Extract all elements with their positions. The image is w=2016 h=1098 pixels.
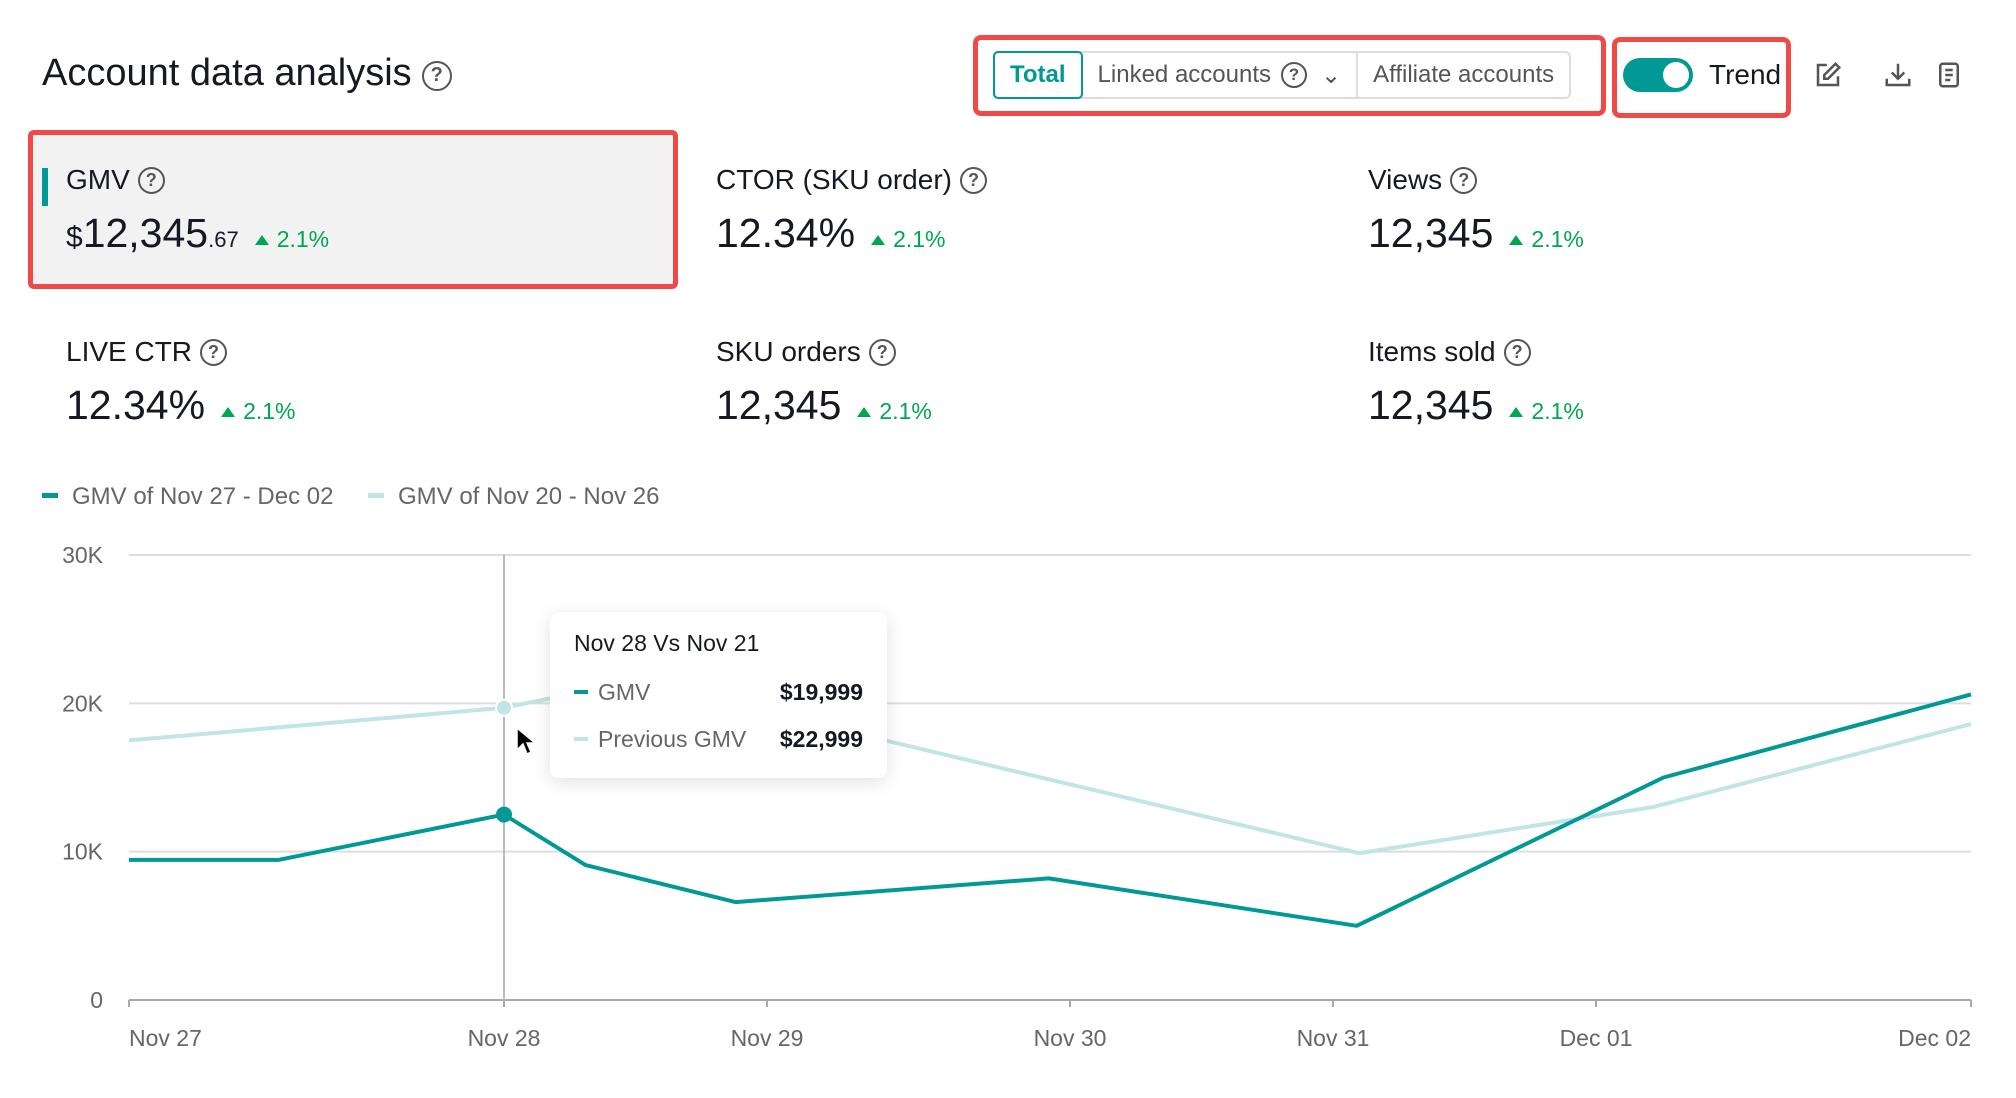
y-tick-label: 20K <box>62 690 104 716</box>
legend-swatch <box>368 493 384 498</box>
metric-value: 12,345 <box>1368 382 1494 428</box>
mouse-cursor-icon <box>516 726 537 756</box>
metric-delta: 2.1% <box>1509 398 1583 424</box>
highlight-box <box>973 35 1606 116</box>
x-tick-label: Nov 29 <box>731 1025 804 1051</box>
tooltip-value: $19,999 <box>779 679 863 705</box>
x-tick-label: Dec 02 <box>1898 1025 1971 1051</box>
download-icon[interactable] <box>1883 60 1913 90</box>
metric-delta: 2.1% <box>221 398 295 424</box>
y-tick-label: 10K <box>62 839 104 865</box>
metric-label: CTOR (SKU order) <box>716 164 952 195</box>
metric-label: LIVE CTR <box>66 336 193 367</box>
chevron-down-icon[interactable]: ⌄ <box>1321 61 1342 89</box>
tooltip-label: GMV <box>598 679 651 705</box>
metric-card-sku-orders[interactable]: SKU orders? 12,345 2.1% <box>678 302 1298 432</box>
metric-value: 12.34% <box>716 210 856 256</box>
metric-value: 12,345 <box>716 382 842 428</box>
title-text: Account data analysis <box>42 52 412 94</box>
tooltip-row-previous: Previous GMV $22,999 <box>574 726 863 753</box>
hover-point <box>495 698 513 717</box>
x-tick-label: Nov 27 <box>129 1025 202 1051</box>
series-line-current <box>129 692 1972 928</box>
metric-delta: 2.1% <box>1509 226 1583 252</box>
tab-linked-accounts[interactable]: Linked accounts? ⌄ <box>1083 53 1359 97</box>
metric-card-live-ctr[interactable]: LIVE CTR? 12.34% 2.1% <box>28 302 648 432</box>
metric-decimal: .67 <box>208 227 239 252</box>
document-icon[interactable] <box>1934 60 1964 90</box>
chart-tooltip: Nov 28 Vs Nov 21 GMV $19,999 Previous GMV… <box>550 612 887 778</box>
edit-icon[interactable] <box>1813 60 1843 90</box>
question-circle-icon: ? <box>137 167 165 194</box>
question-circle-icon: ? <box>1503 339 1531 366</box>
series-line-previous <box>128 679 1972 856</box>
metric-label: GMV <box>66 164 130 195</box>
y-tick-label: 0 <box>90 987 103 1013</box>
legend-previous[interactable]: GMV of Nov 20 - Nov 26 <box>368 483 659 511</box>
metric-card-gmv[interactable]: GMV? $12,345.67 2.1% <box>28 130 678 289</box>
metric-card-ctor[interactable]: CTOR (SKU order)? 12.34% 2.1% <box>678 130 1298 260</box>
hover-point <box>496 806 512 823</box>
trend-label: Trend <box>1709 59 1782 90</box>
highlight-box <box>1612 37 1791 118</box>
x-tick-label: Nov 31 <box>1297 1025 1370 1051</box>
metric-card-items-sold[interactable]: Items sold? 12,345 2.1% <box>1330 302 1950 432</box>
x-tick-label: Dec 01 <box>1560 1025 1633 1051</box>
metric-label: SKU orders <box>716 336 861 367</box>
legend-label: GMV of Nov 20 - Nov 26 <box>398 483 660 510</box>
tab-total[interactable]: Total <box>993 51 1083 99</box>
y-tick-label: 30K <box>62 542 104 568</box>
legend-label: GMV of Nov 27 - Dec 02 <box>72 483 334 510</box>
question-circle-icon: ? <box>1450 167 1478 194</box>
x-tick-label: Nov 30 <box>1034 1025 1107 1051</box>
trend-toggle[interactable] <box>1623 58 1693 92</box>
metric-label: Views <box>1368 164 1443 195</box>
tooltip-row-gmv: GMV $19,999 <box>574 679 863 706</box>
metric-label: Items sold <box>1368 336 1496 367</box>
question-circle-icon: ? <box>1281 62 1307 88</box>
metric-delta: 2.1% <box>255 226 329 252</box>
metric-delta: 2.1% <box>871 226 945 252</box>
currency: $ <box>66 221 83 254</box>
x-tick-label: Nov 28 <box>468 1025 541 1051</box>
metric-value: 12,345 <box>82 210 209 256</box>
page-title: Account data analysis? <box>42 52 452 95</box>
selected-indicator <box>42 168 48 206</box>
tooltip-label: Previous GMV <box>598 726 747 752</box>
tooltip-value: $22,999 <box>779 726 863 752</box>
gmv-line-chart[interactable]: 0 10K 20K 30K Nov 27 Nov 28 Nov 29 Nov 30 Nov 31… <box>0 530 2016 1090</box>
metric-card-views[interactable]: Views? 12,345 2.1% <box>1330 130 1950 260</box>
question-circle-icon[interactable]: ? <box>421 61 452 91</box>
metric-delta: 2.1% <box>857 398 931 424</box>
legend-swatch <box>42 493 58 498</box>
question-circle-icon: ? <box>959 167 987 194</box>
legend-current[interactable]: GMV of Nov 27 - Dec 02 <box>42 483 333 511</box>
tooltip-title: Nov 28 Vs Nov 21 <box>574 630 760 656</box>
tab-label: Linked accounts <box>1097 61 1271 88</box>
question-circle-icon: ? <box>868 339 896 366</box>
metric-value: 12,345 <box>1368 210 1494 256</box>
question-circle-icon: ? <box>200 339 228 366</box>
tab-affiliate-accounts[interactable]: Affiliate accounts <box>1373 61 1555 88</box>
metric-value: 12.34% <box>66 382 206 428</box>
account-segment-control: Total Linked accounts? ⌄ Affiliate accoun… <box>993 51 1572 99</box>
